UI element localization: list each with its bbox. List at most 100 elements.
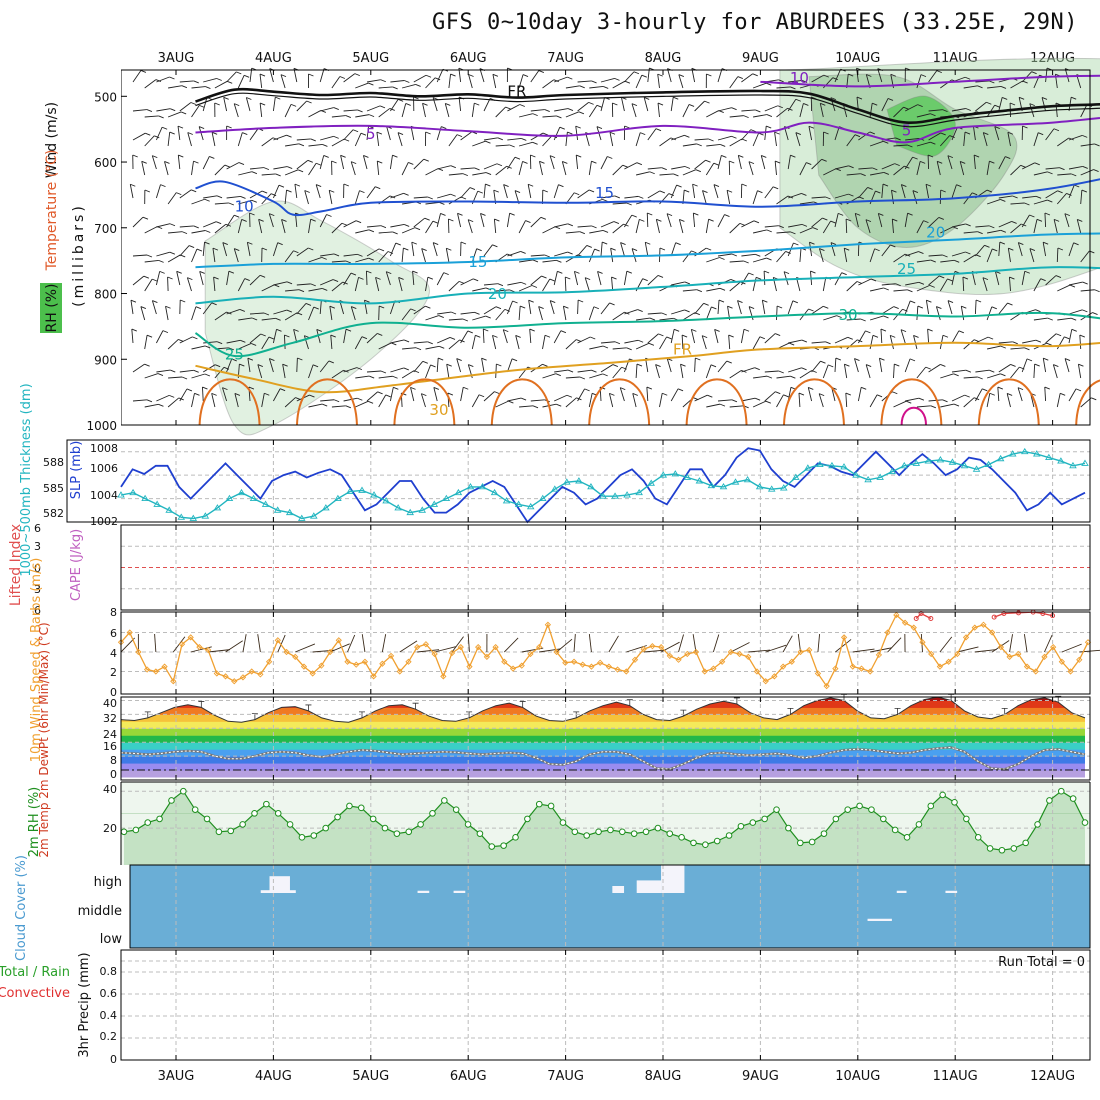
wind-barb-flag [874,248,880,252]
wind-barb [285,143,299,147]
wind-barb [167,276,169,292]
thickness-marker [960,461,969,469]
wind-barb [589,373,603,379]
wind-barb-flag [144,363,150,367]
wind-barb [764,333,776,344]
wind-barb-flag [294,183,301,187]
wind-barb-flag [427,276,434,280]
wind-barb-flag [315,184,322,188]
thickness-marker [273,506,282,513]
wind-barb [600,302,610,315]
wind-speed-marker [623,668,630,675]
wind-barb-flag [930,113,936,117]
wind-barb [168,231,183,234]
thickness-marker [1057,457,1065,464]
wind-barb [776,86,791,89]
wind-barb [787,98,797,112]
wind-barb-flag [783,394,789,398]
rh-marker [630,830,638,837]
wind-barb-flag [666,336,672,340]
thickness-marker [418,506,427,513]
wind-barb [916,220,924,234]
wind-barb-flag [511,358,518,362]
wind-barb [600,242,603,257]
thickness-marker [526,502,535,510]
wind-barb-flag [251,171,258,175]
wind-barb [998,97,1003,112]
wind-barb-flag [425,131,431,135]
wind-barb [670,388,679,402]
wind-speed-marker [126,629,133,636]
wind-barb-flag [281,219,287,222]
wind-barb [577,299,579,315]
wind-barb [242,634,247,653]
wind-barb-flag [144,189,151,193]
wind-barb-flag [927,328,933,332]
wind-barb-flag [130,299,137,303]
wind-barb-flag [1009,102,1016,106]
temp-minmax-marker [519,701,526,708]
wind-barb-flag [514,190,521,194]
wind-barb [928,217,940,228]
wind-barb [857,387,862,402]
wind-barb [425,220,434,234]
wind-barb [597,271,602,286]
wind-barb-flag [795,132,802,136]
thickness-marker [237,488,246,496]
wind-barb [887,637,902,653]
wind-barb [705,162,715,176]
thickness-marker [599,492,607,499]
wind-barb [436,358,439,373]
wind-barb-flag [146,334,153,338]
wind-barb [947,300,953,315]
wind-barb [507,104,521,112]
wind-barb [1045,190,1058,199]
wind-barb-flag [602,198,608,202]
wind-barb-flag [358,276,364,280]
isotherm-label: 10 [790,69,809,87]
wind-barb-flag [673,328,680,332]
wind-barb-flag [879,357,885,361]
wind-barb-flag [239,309,246,312]
wind-barb-flag [936,70,942,74]
wind-barb [730,642,750,653]
wind-barb [483,306,497,315]
wind-barb [331,115,346,118]
wind-barb [554,223,568,228]
wind-barb [891,190,894,205]
wind-barb [893,289,908,292]
wind-barb-flag [554,226,561,230]
wind-barb [647,275,659,286]
thickness-marker [767,485,776,492]
wind-barb-flag [1000,199,1006,202]
wind-speed-marker [779,663,787,670]
wind-barb [706,287,721,292]
wind-barb-flag [579,85,585,89]
wind-barb-flag [940,189,946,193]
wind-barb-flag [1082,309,1088,313]
wind-barb [402,347,417,350]
wind-barb-flag [1044,386,1050,390]
wind-barb-flag [607,156,613,159]
wind-barb-flag [920,74,927,78]
wind-speed-marker [570,658,578,665]
wind-barb [191,105,200,118]
wind-barb-flag [609,392,615,396]
wind-barb [717,214,725,228]
wind-barb-flag [392,231,398,235]
cloud-bg [130,865,1090,948]
wind-barb [413,217,425,228]
wind-barb [577,80,592,83]
wind-barb [375,277,380,292]
wind-barb [939,636,953,653]
wind-barb [366,79,381,83]
wind-barb [483,137,498,141]
wind-barb-flag [366,270,372,274]
wind-barb [285,289,300,292]
wind-barb [986,393,991,408]
wind-barb [448,318,463,321]
wind-barb-flag [392,154,398,158]
wind-barb [1042,358,1047,373]
wind-barb [987,229,1001,234]
wind-barb [212,248,216,263]
